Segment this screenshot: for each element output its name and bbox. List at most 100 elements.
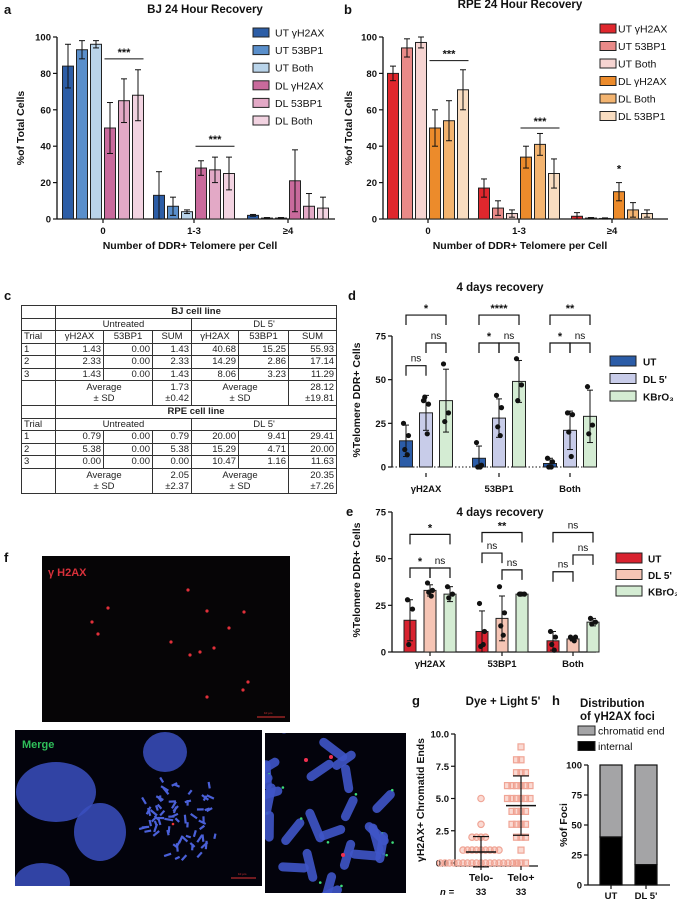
scale-bar-label: 10 µm <box>238 872 247 876</box>
cell-text: 1.73 <box>170 382 190 393</box>
data-point <box>405 432 412 439</box>
chromosome <box>187 789 193 796</box>
cell-text: ± SD <box>229 480 251 492</box>
significance-label: * <box>487 331 492 343</box>
legend-label: DL γH2AX <box>618 76 667 88</box>
cell-line-header: RPE cell line <box>54 405 338 419</box>
table-cell: 4.71 <box>238 442 289 456</box>
legend-label: DL 5' <box>648 571 672 582</box>
red-focus <box>186 588 190 592</box>
bar <box>586 621 600 653</box>
data-point <box>586 431 592 437</box>
table-row: 3 0.00 0.00 0.00 10.47 1.16 11.63 <box>21 455 338 469</box>
chart-title: BJ 24 Hour Recovery <box>147 4 263 16</box>
cell-text: 2.05 <box>170 469 190 481</box>
significance-label: * <box>418 556 423 568</box>
table-average-row: Average ± SD 2.05 ±2.37 Average ± SD 20.35 ±7.2… <box>21 467 338 494</box>
data-point <box>422 394 428 400</box>
x-tick-label: ≥4 <box>283 226 294 237</box>
data-point <box>568 453 574 460</box>
data-point <box>549 641 555 648</box>
chart-title: of γH2AX foci <box>580 711 655 723</box>
chromosome <box>319 737 348 762</box>
table-cell: 15.25 <box>238 342 289 356</box>
cell-text: Average <box>222 382 258 393</box>
x-tick-label: ≥4 <box>607 226 618 237</box>
cell-text: γH2AX <box>200 331 230 342</box>
nucleus <box>16 762 96 822</box>
scale-bar-label: 10 µm <box>264 711 273 715</box>
data-point <box>512 833 521 841</box>
average-value: 2.05 ±2.37 <box>152 467 192 494</box>
chromosome <box>278 862 309 873</box>
y-tick-label: 0 <box>577 881 582 892</box>
cell-text: 0.00 <box>170 456 190 467</box>
significance-bracket <box>409 567 431 578</box>
data-point <box>512 781 521 790</box>
table-cell: 0.00 <box>152 455 192 469</box>
legend-label: DL γH2AX <box>275 80 324 92</box>
chromosome <box>207 781 211 789</box>
legend-swatch <box>609 373 637 384</box>
chromosome <box>302 848 318 882</box>
n-count: 33 <box>516 887 527 898</box>
table-cell: 0.00 <box>103 367 153 381</box>
x-tick-label: 1-3 <box>187 226 201 237</box>
data-point <box>501 610 508 616</box>
y-tick-label: 60 <box>366 105 377 116</box>
group-header: Untreated <box>55 417 192 431</box>
average-label: Average ± SD <box>191 380 289 406</box>
telomere-signal <box>385 853 388 857</box>
chromosome <box>172 806 178 814</box>
table-row: 3 1.43 0.00 1.43 8.06 3.23 11.29 <box>21 367 338 381</box>
chromosome <box>198 819 207 825</box>
group-header: DL 5' <box>190 317 338 331</box>
legend-swatch <box>599 58 617 69</box>
chromosome <box>196 834 204 843</box>
data-point <box>589 422 596 428</box>
column-header: SUM <box>287 330 338 344</box>
y-tick-label: 20 <box>40 178 51 189</box>
y-tick-label: 0 <box>372 215 377 226</box>
significance-bracket <box>552 531 594 543</box>
chromosome <box>172 843 179 849</box>
chromosome <box>168 815 175 818</box>
gh2ax-foci <box>90 588 250 699</box>
table-cell: 0.00 <box>103 430 153 444</box>
average-label: Average ± SD <box>55 380 153 406</box>
cell-text: 29.41 <box>310 431 335 442</box>
table-cell <box>21 305 56 319</box>
data-point <box>400 420 407 426</box>
telomere-signal <box>340 884 343 888</box>
data-point <box>544 455 551 461</box>
data-point <box>521 807 530 816</box>
gh2ax-channel-label: γ H2AX <box>48 567 87 579</box>
table-cell: 3 <box>21 367 56 381</box>
data-point <box>517 743 525 751</box>
chromosome <box>204 840 208 850</box>
y-tick-label: 20 <box>366 178 377 189</box>
chromosome <box>176 839 182 847</box>
y-tick-label: 60 <box>40 105 51 116</box>
bar <box>401 47 413 220</box>
chromosome <box>173 783 181 788</box>
chart-title: Distribution <box>580 698 645 710</box>
data-point <box>404 597 411 603</box>
table-cell: 5.38 <box>152 442 192 456</box>
column-header: 53BP1 <box>103 330 153 344</box>
table-cell: 0.79 <box>152 430 192 444</box>
chromosome <box>281 818 305 846</box>
chromosome <box>171 801 177 809</box>
legend-label: UT γH2AX <box>275 28 324 40</box>
table-cell: 29.41 <box>287 430 338 444</box>
chromosome <box>141 796 147 805</box>
table-cell: 14.29 <box>191 355 239 369</box>
table-row: 1 1.43 0.00 1.43 40.68 15.25 55.93 <box>21 342 338 356</box>
merge-channel-label: Merge <box>22 739 54 751</box>
chromosome <box>174 855 181 860</box>
table-cell <box>21 380 56 406</box>
red-focus <box>205 609 209 613</box>
legend-swatch <box>599 41 617 51</box>
legend-label: DL Both <box>618 94 656 106</box>
cell-text: Trial <box>24 418 43 430</box>
